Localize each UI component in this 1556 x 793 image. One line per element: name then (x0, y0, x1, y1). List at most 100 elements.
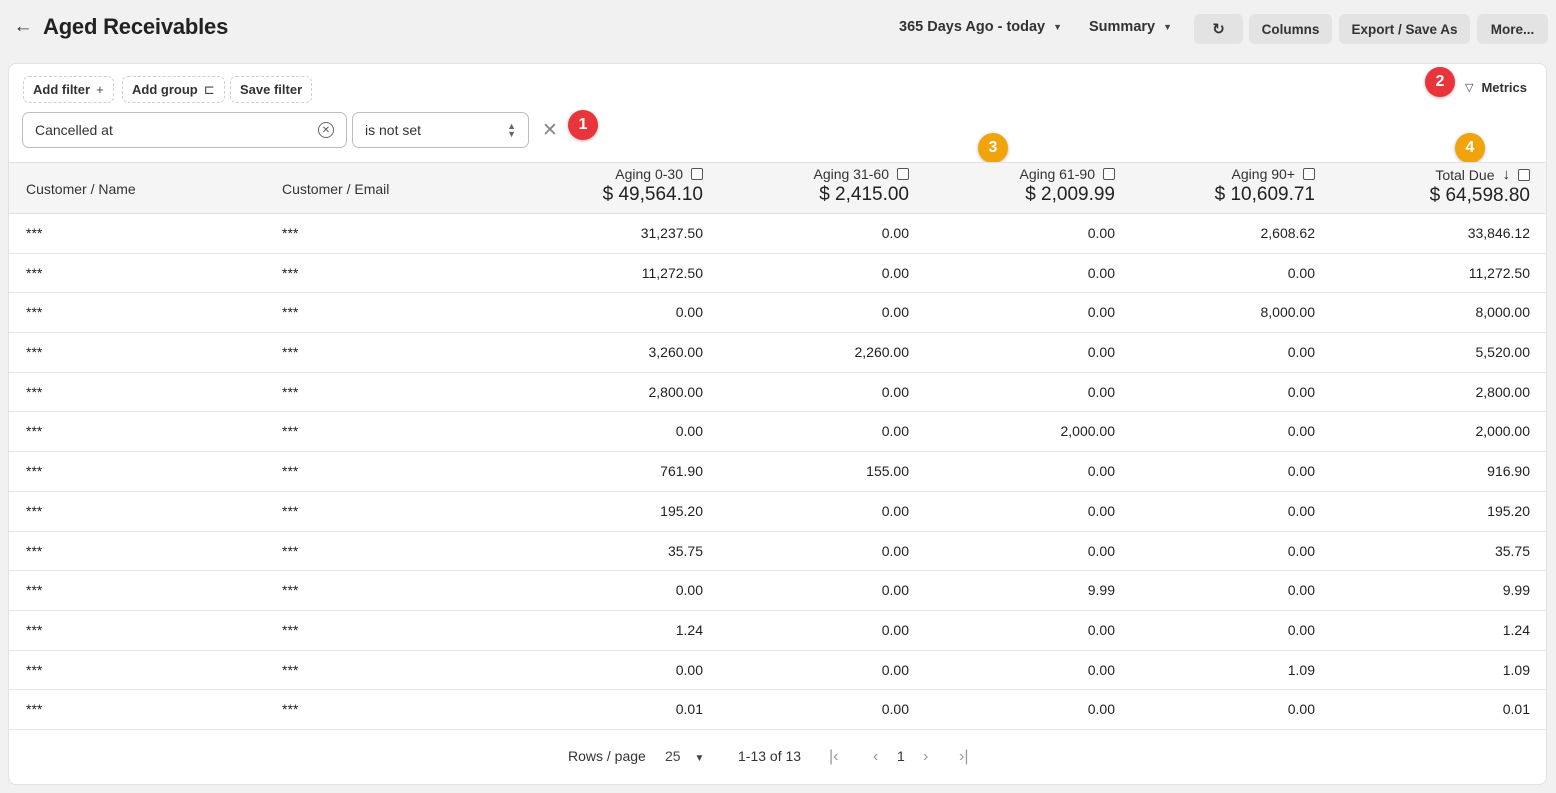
column-checkbox[interactable] (897, 168, 909, 180)
cell-aging-90-plus: 0.00 (1287, 701, 1315, 718)
table-row[interactable]: *** *** 11,272.50 0.00 0.00 0.00 11,272.50 (9, 254, 1546, 294)
clear-circle-icon[interactable]: ✕ (318, 122, 334, 138)
cell-aging-0-30: 35.75 (667, 542, 703, 559)
table-row[interactable]: *** *** 35.75 0.00 0.00 0.00 35.75 (9, 532, 1546, 572)
rows-per-page-value: 25 (665, 748, 681, 764)
back-arrow-icon[interactable]: ← (13, 16, 33, 37)
table-row[interactable]: *** *** 0.01 0.00 0.00 0.00 0.01 (9, 690, 1546, 730)
cell-customer-email: *** (282, 383, 299, 400)
column-header-aging-61-90[interactable]: Aging 61-90 $ 2,009.99 (1019, 166, 1115, 206)
column-header-customer-name[interactable]: Customer / Name (26, 181, 136, 197)
page-title: Aged Receivables (43, 14, 229, 39)
column-header-aging-0-30[interactable]: Aging 0-30 $ 49,564.10 (603, 166, 703, 206)
cell-aging-90-plus: 0.00 (1287, 582, 1315, 599)
cell-aging-31-60: 0.00 (881, 582, 909, 599)
cell-total-due: 2,800.00 (1475, 383, 1531, 400)
filter-operator-value: is not set (365, 122, 422, 138)
cell-aging-0-30: 3,260.00 (648, 344, 704, 361)
add-group-label: Add group (132, 82, 198, 97)
cell-aging-31-60: 0.00 (881, 621, 909, 638)
cell-aging-90-plus: 2,608.62 (1260, 225, 1316, 241)
table-row[interactable]: *** *** 0.00 0.00 0.00 1.09 1.09 (9, 651, 1546, 691)
cell-aging-31-60: 0.00 (881, 264, 909, 281)
annotation-badge-2: 2 (1425, 67, 1455, 97)
filter-field-select[interactable]: Cancelled at ✕ (22, 112, 347, 148)
column-label: Aging 31-60 (813, 166, 889, 182)
column-total: $ 2,009.99 (1025, 184, 1115, 205)
add-group-button[interactable]: Add group ⊏ (122, 76, 225, 103)
cell-aging-61-90: 0.00 (1087, 383, 1115, 400)
cell-total-due: 0.01 (1502, 701, 1530, 718)
export-save-button[interactable]: Export / Save As (1339, 14, 1470, 44)
previous-page-icon[interactable]: ‹ (873, 748, 879, 765)
cell-customer-email: *** (282, 701, 299, 718)
cell-aging-0-30: 31,237.50 (640, 225, 703, 241)
cell-aging-0-30: 0.00 (675, 582, 703, 599)
cell-customer-name: *** (26, 225, 43, 241)
columns-button[interactable]: Columns (1249, 14, 1332, 44)
table-row[interactable]: *** *** 2,800.00 0.00 0.00 0.00 2,800.00 (9, 373, 1546, 413)
table-row[interactable]: *** *** 0.00 0.00 9.99 0.00 9.99 (9, 571, 1546, 611)
cell-aging-0-30: 195.20 (660, 502, 703, 519)
rows-per-page-label: Rows / page (568, 748, 646, 764)
remove-filter-icon[interactable]: ✕ (542, 120, 558, 141)
first-page-icon[interactable]: |‹ (829, 748, 839, 765)
view-mode-dropdown[interactable]: Summary ▼ (1089, 19, 1172, 35)
rows-per-page-select[interactable]: 25 ▼ (665, 748, 704, 764)
column-header-customer-email[interactable]: Customer / Email (282, 181, 390, 197)
sort-arrow-down-icon[interactable]: ↓ (1502, 166, 1511, 183)
cell-customer-email: *** (282, 502, 299, 519)
column-checkbox[interactable] (1518, 168, 1530, 181)
annotation-badge-3: 3 (978, 133, 1008, 163)
save-filter-label: Save filter (240, 82, 303, 97)
filter-operator-select[interactable]: is not set ▲ ▼ (352, 112, 529, 148)
table-row[interactable]: *** *** 0.00 0.00 0.00 8,000.00 8,000.00 (9, 293, 1546, 334)
cell-total-due: 5,520.00 (1475, 344, 1531, 361)
column-checkbox[interactable] (1303, 168, 1315, 180)
column-checkbox[interactable] (1103, 168, 1115, 180)
table-row[interactable]: *** *** 0.00 0.00 2,000.00 0.00 2,000.00 (9, 412, 1546, 453)
pagination-bar: Rows / page 25 ▼ 1-13 of 13 |‹ ‹ 1 › ›| (9, 744, 1546, 770)
cell-aging-31-60: 0.00 (881, 423, 909, 440)
column-header-total-due[interactable]: Total Due ↓ $ 64,598.80 (1430, 166, 1530, 207)
cell-aging-61-90: 0.00 (1087, 225, 1115, 241)
table-row[interactable]: *** *** 1.24 0.00 0.00 0.00 1.24 (9, 611, 1546, 651)
next-page-icon[interactable]: › (923, 748, 929, 765)
funnel-icon: ▽ (1465, 82, 1474, 94)
cell-aging-61-90: 0.00 (1087, 661, 1115, 678)
cell-aging-90-plus: 0.00 (1287, 463, 1315, 480)
last-page-icon[interactable]: ›| (959, 748, 969, 765)
column-total: $ 49,564.10 (602, 184, 703, 205)
cell-customer-name: *** (26, 383, 43, 400)
column-header-aging-90-plus[interactable]: Aging 90+ $ 10,609.71 (1215, 166, 1315, 206)
cell-aging-0-30: 2,800.00 (648, 383, 704, 400)
metrics-button[interactable]: ▽ Metrics (1465, 80, 1527, 95)
table-row[interactable]: *** *** 3,260.00 2,260.00 0.00 0.00 5,520.00 (9, 333, 1546, 373)
top-bar: ← Aged Receivables 365 Days Ago - today … (0, 0, 1556, 56)
table-row[interactable]: *** *** 195.20 0.00 0.00 0.00 195.20 (9, 492, 1546, 532)
cell-customer-name: *** (26, 701, 43, 718)
cell-total-due: 35.75 (1494, 542, 1530, 559)
cell-aging-31-60: 2,260.00 (854, 344, 910, 361)
cell-aging-61-90: 0.00 (1087, 701, 1115, 718)
table-row[interactable]: *** *** 31,237.50 0.00 0.00 2,608.62 33,846.12 (9, 214, 1546, 254)
save-filter-button[interactable]: Save filter (230, 76, 313, 103)
cell-aging-90-plus: 0.00 (1287, 344, 1315, 361)
column-header-aging-31-60[interactable]: Aging 31-60 $ 2,415.00 (813, 166, 909, 206)
add-filter-button[interactable]: Add filter + (23, 76, 114, 103)
cell-aging-90-plus: 0.00 (1287, 423, 1315, 440)
cell-total-due: 1.09 (1502, 661, 1530, 678)
annotation-badge-4: 4 (1455, 133, 1485, 163)
column-label: Total Due (1435, 166, 1495, 183)
date-range-dropdown[interactable]: 365 Days Ago - today ▼ (899, 19, 1062, 35)
more-button[interactable]: More... (1477, 14, 1548, 44)
cell-aging-61-90: 0.00 (1087, 344, 1115, 361)
column-checkbox[interactable] (691, 168, 703, 180)
cell-total-due: 1.24 (1502, 621, 1530, 638)
cell-customer-email: *** (282, 423, 299, 440)
cell-aging-61-90: 0.00 (1087, 304, 1115, 321)
cell-aging-0-30: 0.00 (675, 661, 703, 678)
table-row[interactable]: *** *** 761.90 155.00 0.00 0.00 916.90 (9, 452, 1546, 492)
refresh-button[interactable]: ↻ (1194, 14, 1243, 44)
cell-total-due: 11,272.50 (1468, 264, 1530, 281)
